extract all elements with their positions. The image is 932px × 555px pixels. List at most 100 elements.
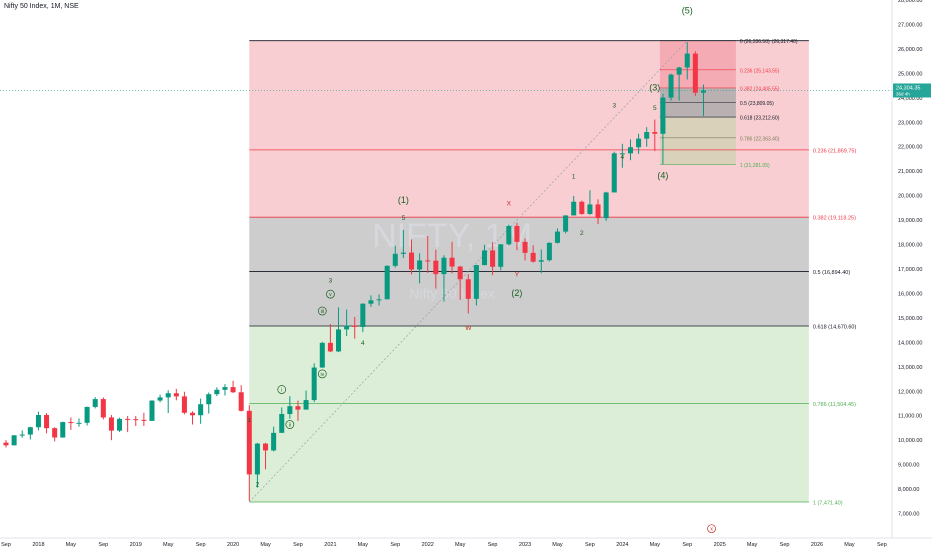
candle-body bbox=[190, 412, 196, 416]
candle-body bbox=[344, 325, 350, 330]
y-tick-label: 24,000.00 bbox=[898, 96, 922, 102]
y-tick-label: 9,000.00 bbox=[898, 463, 919, 469]
x-tick-label: May bbox=[455, 542, 466, 548]
candle-body bbox=[141, 419, 147, 421]
wave-label: 3 bbox=[612, 103, 616, 110]
candle-body bbox=[52, 428, 58, 438]
wave-circle-label: ii bbox=[289, 422, 291, 428]
wave-circle bbox=[317, 369, 327, 379]
candle-body bbox=[360, 303, 366, 327]
wave-circle bbox=[326, 289, 335, 299]
candle-body bbox=[490, 250, 496, 267]
candle-body bbox=[287, 406, 293, 415]
fib-small-label: 0.236 (25,143.55) bbox=[740, 68, 780, 74]
fib-level-label: 0.236 (21,869.75) bbox=[813, 148, 857, 154]
fib-small-label: 0.5 (23,809.05) bbox=[740, 101, 774, 107]
x-tick-label: May bbox=[163, 542, 174, 548]
fib-level-label: 0.618 (14,670.60) bbox=[813, 324, 857, 330]
candle-body bbox=[35, 414, 41, 428]
candle-body bbox=[319, 342, 325, 368]
candle-body bbox=[417, 260, 423, 270]
candle-body bbox=[392, 253, 398, 266]
x-tick-label: May bbox=[844, 542, 855, 548]
x-tick-label: May bbox=[552, 542, 563, 548]
candle-body bbox=[473, 265, 479, 299]
candle-body bbox=[522, 241, 528, 253]
y-tick-label: 11,000.00 bbox=[898, 414, 922, 420]
candle-body bbox=[660, 97, 666, 134]
wave-circle bbox=[317, 306, 327, 316]
wave-circle-label: i bbox=[281, 388, 282, 394]
candle-body bbox=[425, 260, 431, 262]
candle-body bbox=[157, 397, 163, 401]
candle-body bbox=[546, 242, 552, 261]
fib-small-label: 0 (26,336.50) bbox=[740, 39, 770, 45]
x-tick-label: Sep bbox=[1, 542, 11, 548]
candle-body bbox=[230, 387, 236, 393]
fib-small-olive bbox=[659, 117, 736, 165]
x-tick-label: Sep bbox=[780, 542, 790, 548]
candle-body bbox=[408, 252, 415, 270]
candle-body bbox=[271, 432, 277, 451]
candle-body bbox=[603, 192, 609, 219]
wave-label: (5) bbox=[682, 5, 693, 15]
candle-body bbox=[514, 225, 520, 242]
x-tick-label: Sep bbox=[877, 542, 887, 548]
candle-body bbox=[238, 392, 244, 411]
x-tick-label: Sep bbox=[585, 542, 595, 548]
wave-circle-label: x bbox=[710, 527, 713, 533]
x-tick-label: Sep bbox=[196, 542, 206, 548]
wave-label: 2 bbox=[580, 230, 584, 237]
candle-body bbox=[76, 422, 82, 424]
candle-body bbox=[173, 393, 179, 397]
candle-body bbox=[636, 138, 642, 148]
candle-body bbox=[11, 435, 17, 446]
wave-circle-label: iii bbox=[321, 309, 324, 315]
wave-label: 4 bbox=[621, 154, 625, 161]
wave-label: 4 bbox=[361, 340, 365, 347]
candle-body bbox=[627, 147, 633, 154]
candle-body bbox=[684, 53, 690, 68]
candle-body bbox=[3, 442, 9, 446]
wave-circle bbox=[707, 524, 716, 534]
candle-body bbox=[133, 419, 139, 421]
candle-body bbox=[327, 342, 333, 352]
x-tick-label: May bbox=[260, 542, 271, 548]
candle-body bbox=[376, 299, 382, 301]
candle-body bbox=[530, 252, 536, 262]
candle-body bbox=[652, 132, 658, 134]
candle-body bbox=[352, 325, 358, 327]
y-tick-label: 26,000.00 bbox=[898, 47, 922, 53]
candle-body bbox=[206, 394, 212, 405]
symbol-title: Nifty 50 Index, 1M, NSE bbox=[4, 3, 79, 10]
y-tick-label: 19,000.00 bbox=[898, 218, 922, 224]
x-tick-label: May bbox=[747, 542, 758, 548]
x-tick-label: May bbox=[650, 542, 661, 548]
candle-body bbox=[181, 396, 187, 413]
candle-body bbox=[506, 225, 512, 245]
candle-body bbox=[368, 300, 374, 304]
y-tick-label: 8,000.00 bbox=[898, 487, 919, 493]
wave-circle-label: v bbox=[329, 292, 332, 298]
candle-body bbox=[433, 260, 439, 275]
candle-body bbox=[246, 410, 252, 475]
y-tick-label: 7,000.00 bbox=[898, 512, 919, 518]
candle-body bbox=[44, 414, 50, 429]
candle-body bbox=[84, 406, 90, 423]
y-tick-label: 28,000.00 bbox=[898, 0, 922, 4]
wave-label: 5 bbox=[653, 105, 657, 112]
wave-label: (3) bbox=[649, 82, 660, 92]
y-tick-label: 21,000.00 bbox=[898, 169, 922, 175]
x-tick-label: May bbox=[358, 542, 369, 548]
y-tick-label: 12,000.00 bbox=[898, 389, 922, 395]
candle-body bbox=[295, 406, 301, 410]
candle-body bbox=[449, 257, 455, 267]
candle-body bbox=[579, 201, 585, 214]
watermark-name: Nifty 50 Index bbox=[409, 285, 495, 301]
candle-body bbox=[441, 257, 447, 275]
fib-small-label: 0.382 (24,405.55) bbox=[740, 86, 780, 92]
y-tick-label: 13,000.00 bbox=[898, 365, 922, 371]
fib-level-label: 0.382 (19,118.25) bbox=[813, 216, 856, 222]
